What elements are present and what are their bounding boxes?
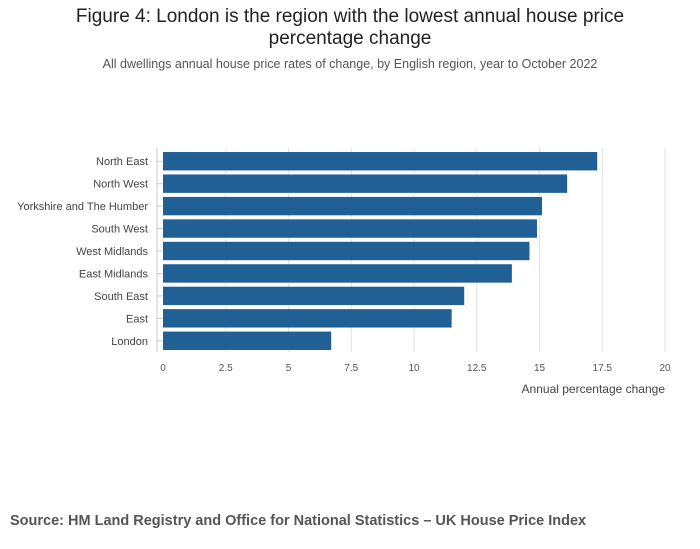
chart-title-line-1: Figure 4: London is the region with the …: [75, 6, 625, 27]
category-label: South East: [94, 291, 148, 303]
x-tick-label: 20: [659, 363, 671, 374]
category-label: East: [126, 313, 148, 325]
bar: [163, 196, 543, 216]
x-tick-label: 0: [160, 363, 166, 374]
category-label: South West: [91, 224, 148, 236]
category-label: North East: [96, 156, 148, 168]
category-label: East Midlands: [79, 268, 149, 280]
bar: [163, 174, 568, 193]
x-tick-label: 10: [408, 363, 420, 374]
category-label: Yorkshire and The Humber: [17, 201, 148, 213]
x-tick-label: 12.5: [467, 363, 487, 374]
x-tick-label: 5: [286, 363, 292, 374]
category-label: London: [111, 336, 148, 348]
bar: [163, 331, 332, 350]
bar: [163, 309, 452, 328]
x-axis-title: Annual percentage change: [522, 382, 666, 396]
bar: [163, 264, 512, 283]
x-tick-label: 17.5: [593, 363, 613, 374]
bar: [163, 219, 537, 238]
bar: [163, 241, 530, 261]
bar: [163, 286, 465, 306]
category-labels: North East North West Yorkshire and The Hu…: [17, 156, 163, 348]
category-label: North West: [93, 179, 148, 191]
category-label: West Midlands: [76, 246, 148, 258]
x-tick-label: 15: [534, 363, 546, 374]
bar: [163, 152, 598, 171]
source-note: Source: HM Land Registry and Office for …: [10, 513, 587, 529]
x-tick-labels: 0 2.5 5 7.5 10 12.5 15 17.5 20: [160, 363, 671, 374]
bars: [163, 152, 598, 350]
chart-title-line-2: percentage change: [268, 28, 432, 49]
x-tick-label: 7.5: [344, 363, 358, 374]
chart-title: Figure 4: London is the region with the …: [0, 6, 700, 50]
chart-subtitle: All dwellings annual house price rates o…: [102, 57, 598, 71]
x-tick-label: 2.5: [219, 363, 233, 374]
